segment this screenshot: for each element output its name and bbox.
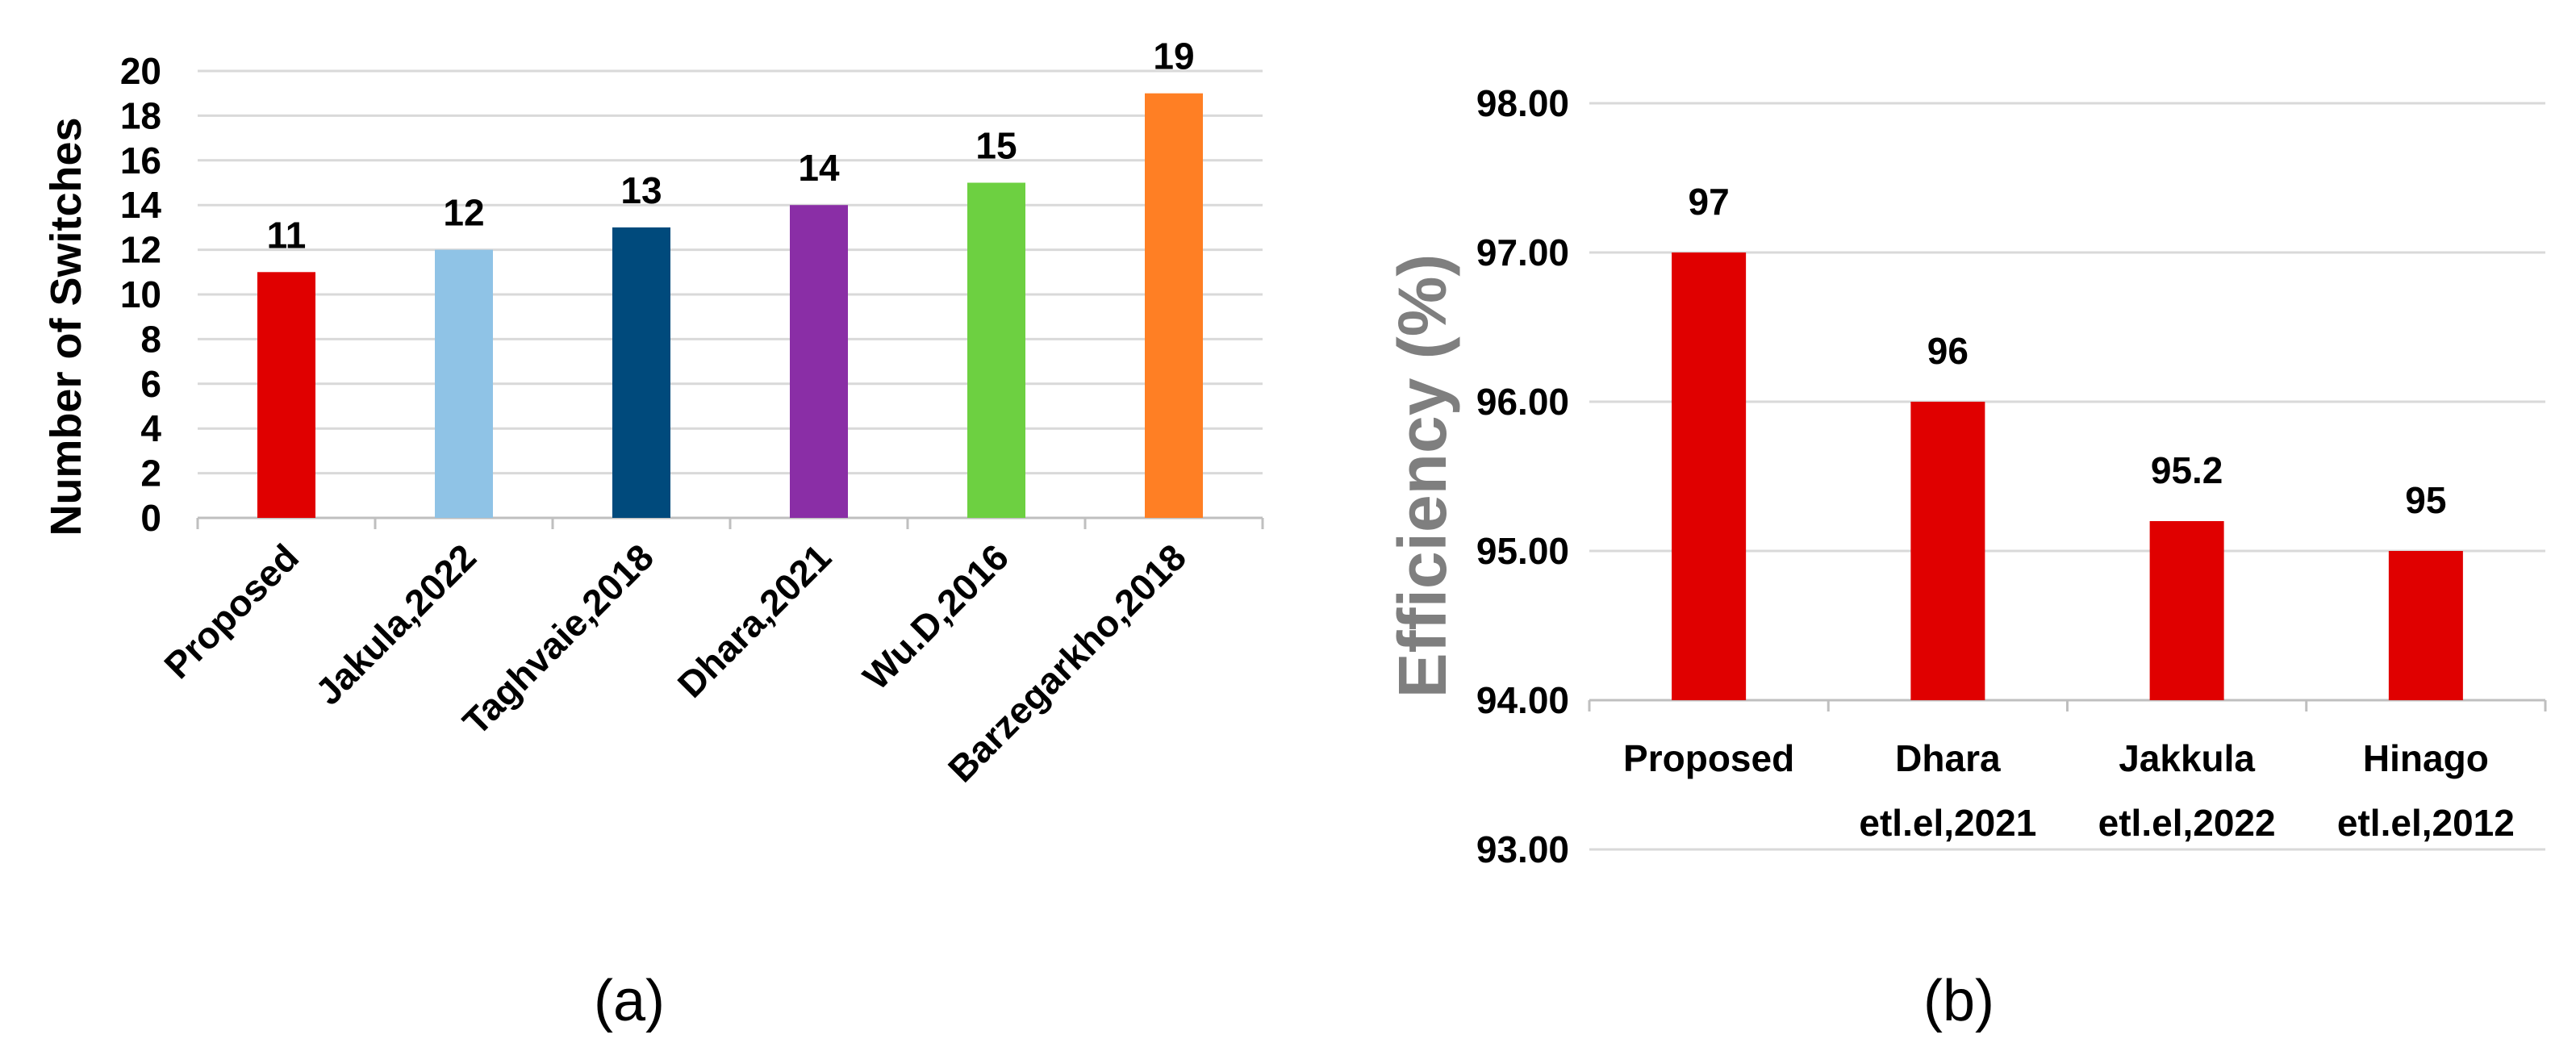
category-label-b: Proposed	[1623, 737, 1794, 779]
bar-a	[612, 227, 670, 518]
category-label-b: Hinago	[2363, 737, 2489, 779]
y-tick-label-b: 94.00	[1476, 679, 1569, 721]
data-label-a: 19	[1153, 35, 1194, 77]
category-label-b: etl.el,2022	[2098, 802, 2276, 844]
y-tick-label-a: 0	[140, 497, 161, 539]
bar-a	[257, 272, 315, 518]
data-label-a: 13	[620, 169, 662, 211]
category-label-a: Dhara,2021	[670, 536, 839, 705]
data-label-a: 14	[798, 147, 840, 189]
y-tick-label-a: 14	[120, 184, 162, 226]
y-axis-label-b: Efficiency (%)	[1384, 254, 1460, 699]
data-label-b: 96	[1927, 330, 1969, 372]
bar-a	[435, 249, 493, 518]
y-tick-label-a: 16	[120, 140, 161, 182]
data-label-a: 11	[267, 214, 307, 256]
y-tick-label-b: 93.00	[1476, 828, 1569, 870]
y-tick-label-a: 4	[140, 407, 161, 449]
data-label-a: 12	[443, 192, 484, 234]
bar-a	[967, 182, 1025, 518]
data-label-a: 15	[975, 125, 1017, 167]
y-tick-label-a: 20	[120, 50, 161, 92]
y-tick-label-a: 8	[140, 318, 161, 360]
chart-a-number-of-switches: 0246810121416182011Proposed12Jakula,2022…	[42, 35, 1264, 791]
y-tick-label-a: 2	[140, 453, 161, 494]
y-tick-label-b: 96.00	[1476, 381, 1569, 423]
bar-b	[1672, 252, 1747, 700]
category-label-b: Dhara	[1895, 737, 2001, 779]
bar-b	[1910, 402, 1985, 700]
bar-a	[1145, 93, 1203, 518]
y-axis-label-a: Number of Switches	[42, 117, 90, 536]
panel-label-b: (b)	[1923, 969, 1994, 1033]
category-label-b: Jakkula	[2119, 737, 2255, 779]
category-label-a: Jakula,2022	[307, 536, 484, 712]
category-label-a: Taghvaie,2018	[454, 536, 662, 743]
category-label-a: Proposed	[156, 536, 307, 686]
bar-a	[790, 205, 848, 518]
y-tick-label-a: 18	[120, 94, 161, 136]
category-label-b: etl.el,2021	[1859, 802, 2036, 844]
y-tick-label-b: 97.00	[1476, 232, 1569, 273]
data-label-b: 97	[1689, 181, 1730, 223]
chart-b-efficiency: 93.00 94.00 95.00 96.00 97.00 98.00 97 Proposed…	[1384, 82, 2547, 870]
bar-b	[2388, 551, 2463, 700]
y-tick-label-a: 10	[120, 273, 161, 315]
data-label-b: 95	[2405, 479, 2446, 521]
y-tick-label-b: 98.00	[1476, 82, 1569, 124]
panel-label-a: (a)	[594, 969, 665, 1033]
data-label-b: 95.2	[2151, 449, 2223, 491]
y-tick-label-a: 12	[120, 229, 161, 271]
category-label-b: etl.el,2012	[2337, 802, 2515, 844]
y-tick-label-b: 95.00	[1476, 530, 1569, 572]
category-label-a: Wu.D,2016	[854, 536, 1017, 698]
bar-b	[2149, 521, 2224, 700]
y-tick-label-a: 6	[140, 363, 161, 405]
